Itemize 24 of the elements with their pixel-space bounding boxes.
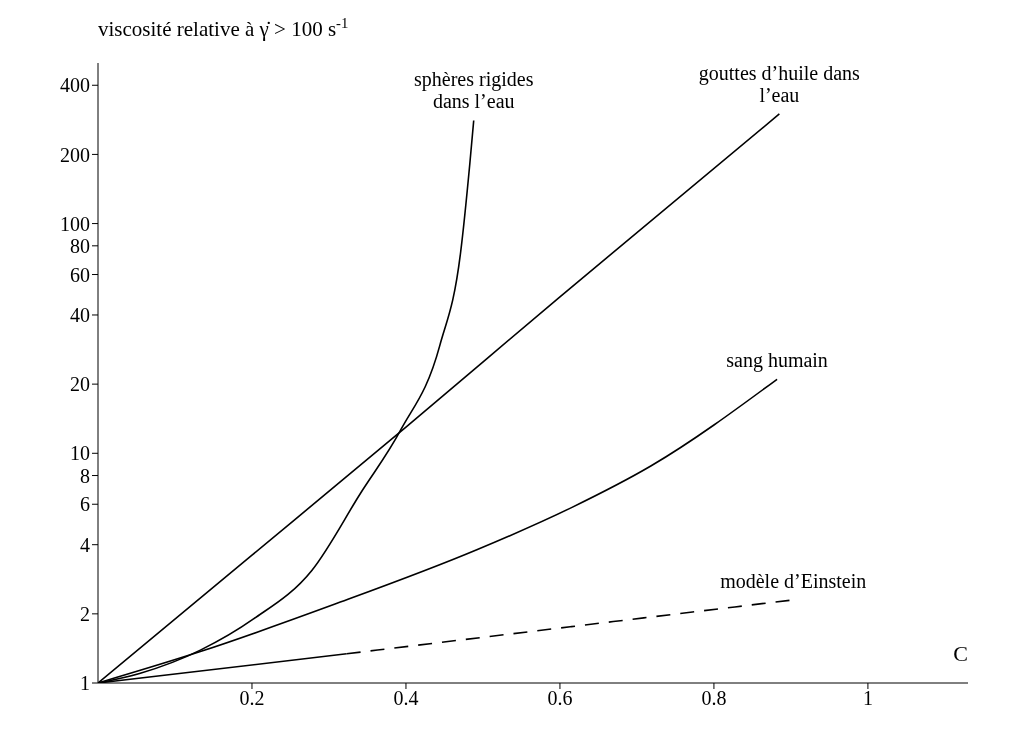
x-tick-label: 1 (862, 687, 873, 710)
series-label: modèle d’Einstein (720, 569, 867, 592)
series-label: sang humain (726, 349, 828, 373)
y-tick-label: 80 (70, 234, 90, 257)
y-tick-label: 100 (60, 212, 90, 235)
y-tick-label: 6 (80, 493, 90, 516)
x-tick-label: 0.8 (701, 687, 727, 710)
y-axis-title: viscosité relative à γ̇ > 100 s$^{-1}$ (98, 15, 349, 41)
y-tick-label: 60 (70, 263, 90, 286)
x-tick-label: 0.4 (393, 687, 419, 710)
series-label: sphères rigides dans l’eau (414, 68, 534, 113)
y-tick-label: 2 (80, 602, 90, 625)
x-tick-label: 0.6 (547, 687, 573, 710)
y-tick-label: 40 (70, 304, 90, 327)
y-tick-label: 8 (80, 464, 90, 487)
x-tick-label: 0.2 (239, 687, 265, 710)
y-tick-label: 20 (70, 373, 90, 396)
y-tick-label: 400 (60, 74, 90, 97)
y-tick-label: 1 (80, 672, 90, 695)
y-tick-label: 4 (80, 533, 90, 556)
y-tick-label: 10 (70, 442, 90, 465)
x-axis-title: C (953, 640, 968, 666)
y-tick-label: 200 (60, 143, 90, 166)
series-label: gouttes d’huile dans l’eau (698, 61, 861, 106)
